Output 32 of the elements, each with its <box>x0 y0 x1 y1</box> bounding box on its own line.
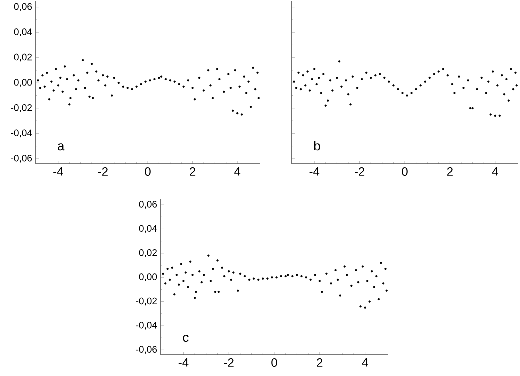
x-tick-label: 4 <box>492 168 498 176</box>
y-tick-label: -0,04 <box>136 322 158 330</box>
x-tick-label: -2 <box>98 168 108 176</box>
y-tick-label: 0,02 <box>14 54 32 62</box>
y-tick-label: -0,04 <box>11 130 32 138</box>
x-tick-label: -4 <box>178 358 189 367</box>
x-tick-label: 0 <box>272 358 278 368</box>
x-tick-label: 2 <box>447 168 453 176</box>
x-tick-label: 0 <box>402 168 408 176</box>
x-tick-label: 4 <box>234 168 241 176</box>
y-tick-label: -0,02 <box>11 104 32 112</box>
x-tick-label: 4 <box>362 358 368 367</box>
y-tick-label: 0,06 <box>14 3 32 12</box>
annotation: a <box>58 144 65 151</box>
y-tick-label: 0,02 <box>139 250 157 258</box>
x-tick-label: -4 <box>310 168 320 176</box>
x-tick-label: 0 <box>145 168 151 176</box>
y-tick-label: 0,06 <box>139 201 158 209</box>
y-tick-label: 0,00 <box>139 274 158 282</box>
x-tick-label: -4 <box>54 168 64 176</box>
y-tick-label: -0,06 <box>11 155 32 163</box>
y-tick-label: 0,04 <box>139 225 158 234</box>
y-tick-label: 0,00 <box>14 79 32 88</box>
x-tick-label: -2 <box>355 168 365 176</box>
annotation: b <box>314 141 320 151</box>
x-tick-label: 2 <box>317 358 323 367</box>
annotation: c <box>183 334 189 342</box>
y-tick-label: -0,02 <box>136 298 157 306</box>
y-tick-label: -0,06 <box>136 346 158 354</box>
y-tick-label: 0,04 <box>14 28 32 37</box>
x-tick-label: 2 <box>190 168 196 176</box>
x-tick-label: -2 <box>224 358 234 367</box>
